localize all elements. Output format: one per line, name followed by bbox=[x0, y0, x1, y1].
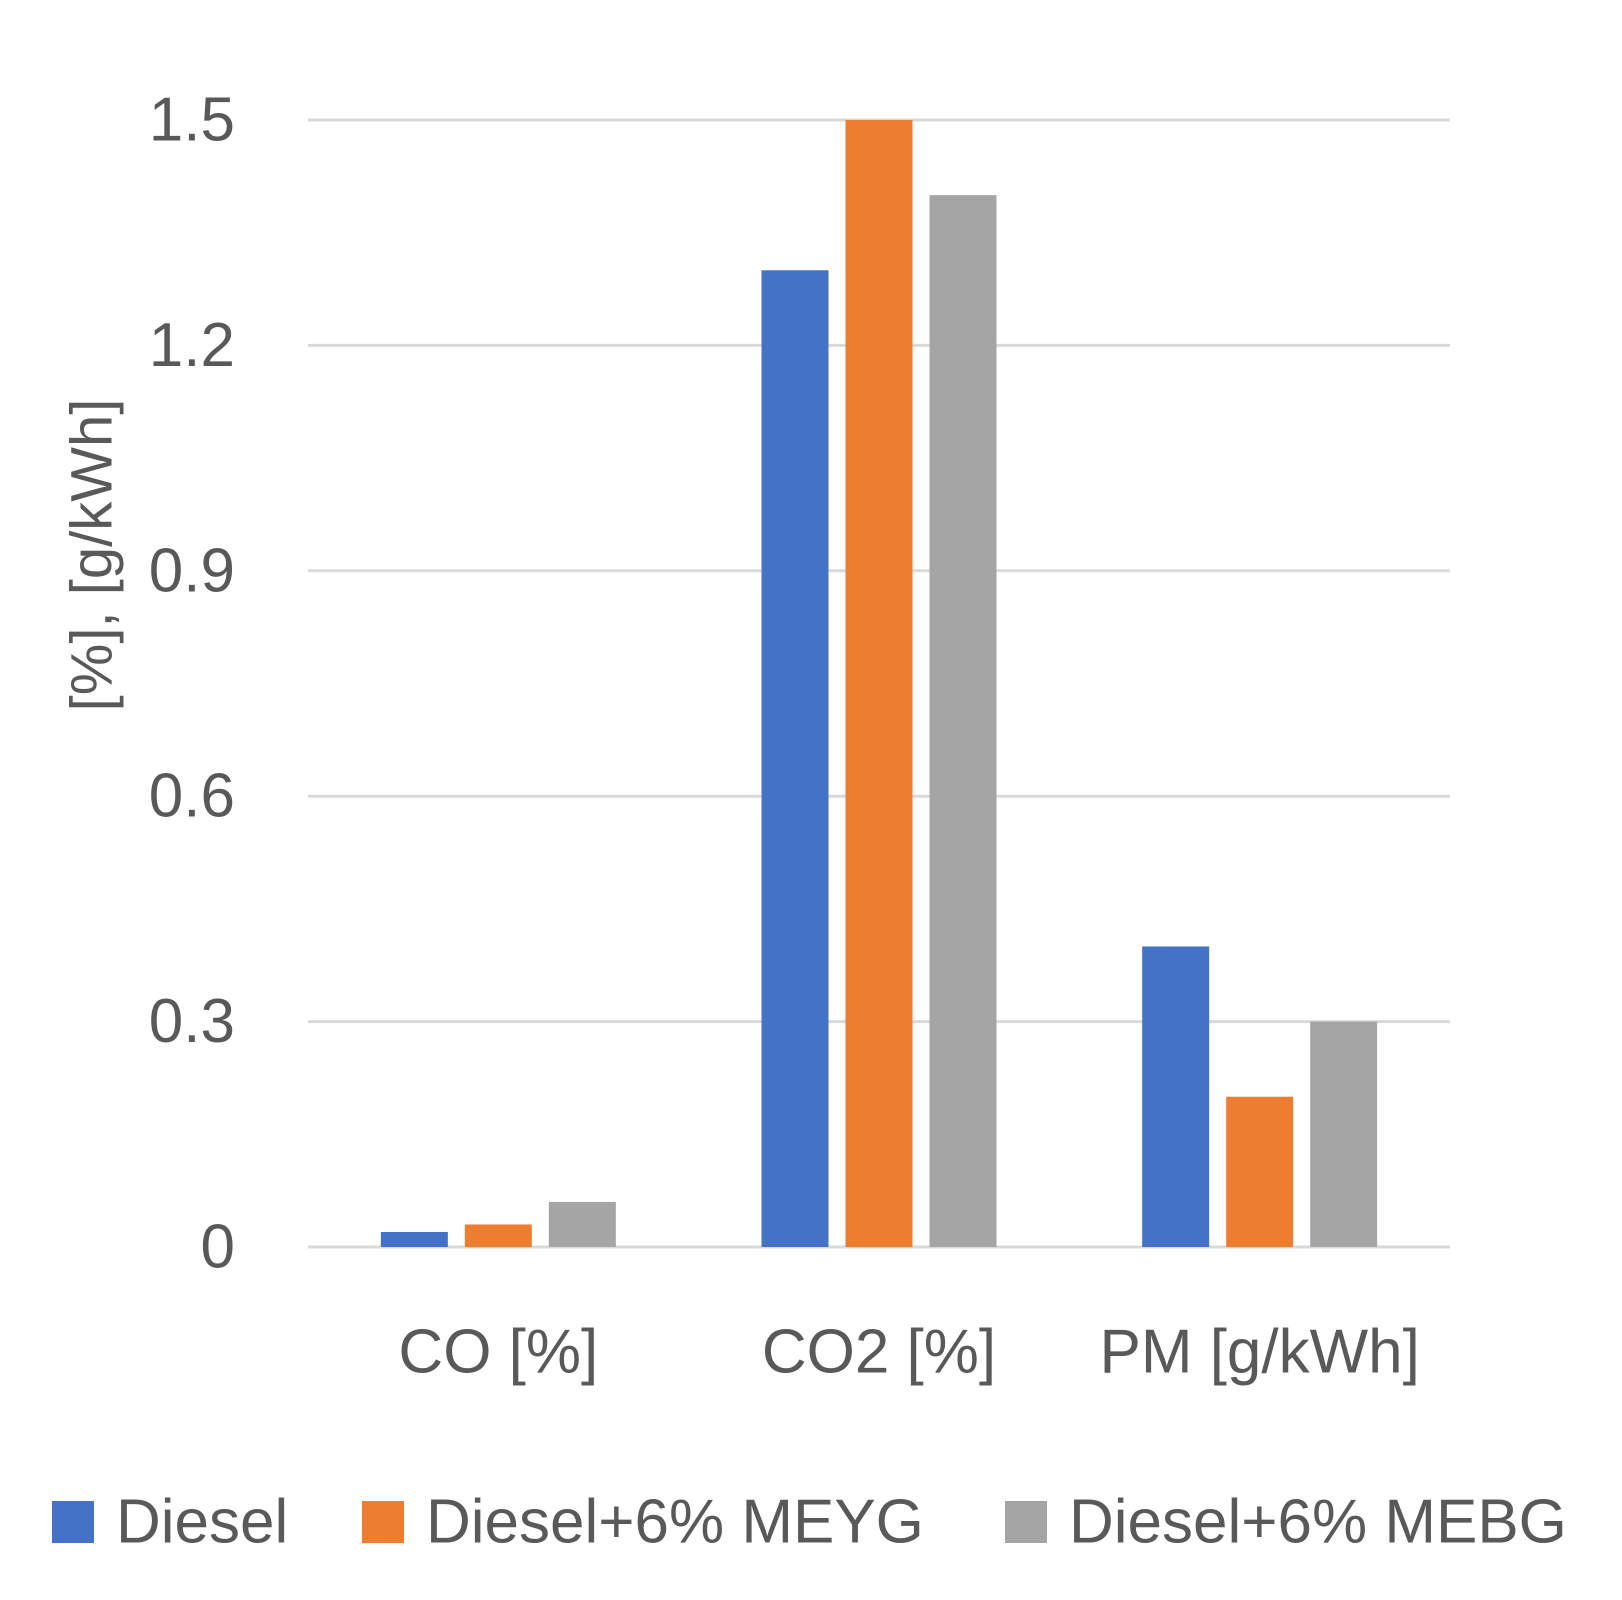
bar-series0-cat0 bbox=[380, 1231, 448, 1247]
y-tick-label-0: 0 bbox=[201, 1213, 235, 1282]
legend-swatch-0 bbox=[52, 1501, 94, 1543]
category-label-0: CO [%] bbox=[398, 1318, 598, 1387]
bar-series2-cat2 bbox=[1310, 1021, 1378, 1247]
legend-swatch-1 bbox=[362, 1501, 404, 1543]
legend-label-0: Diesel bbox=[116, 1488, 288, 1557]
bar-series0-cat2 bbox=[1142, 946, 1210, 1247]
legend: Diesel Diesel+6% MEYG Diesel+6% MEBG bbox=[52, 1488, 1567, 1557]
y-tick-label-5: 1.5 bbox=[149, 86, 235, 155]
legend-label-1: Diesel+6% MEYG bbox=[426, 1488, 924, 1557]
y-tick-label-4: 1.2 bbox=[149, 311, 235, 380]
bar-series2-cat1 bbox=[929, 195, 997, 1248]
bar-series1-cat0 bbox=[464, 1224, 532, 1247]
legend-label-2: Diesel+6% MEBG bbox=[1069, 1488, 1567, 1557]
y-tick-label-1: 0.3 bbox=[149, 987, 235, 1056]
category-label-1: CO2 [%] bbox=[762, 1318, 996, 1387]
category-label-2: PM [g/kWh] bbox=[1099, 1318, 1419, 1387]
bar-series0-cat1 bbox=[761, 270, 829, 1247]
y-tick-label-2: 0.6 bbox=[149, 762, 235, 831]
legend-swatch-2 bbox=[1005, 1501, 1047, 1543]
y-axis-ticks: 0 0.3 0.6 0.9 1.2 1.5 bbox=[149, 86, 235, 1282]
y-axis-title: [%], [g/kWh] bbox=[60, 399, 125, 712]
bar-series1-cat2 bbox=[1226, 1096, 1294, 1247]
bars bbox=[380, 120, 1378, 1248]
bar-series2-cat0 bbox=[548, 1201, 616, 1247]
bar-series1-cat1 bbox=[845, 120, 913, 1247]
y-tick-label-3: 0.9 bbox=[149, 536, 235, 605]
x-axis-categories: CO [%] CO2 [%] PM [g/kWh] bbox=[398, 1318, 1419, 1387]
